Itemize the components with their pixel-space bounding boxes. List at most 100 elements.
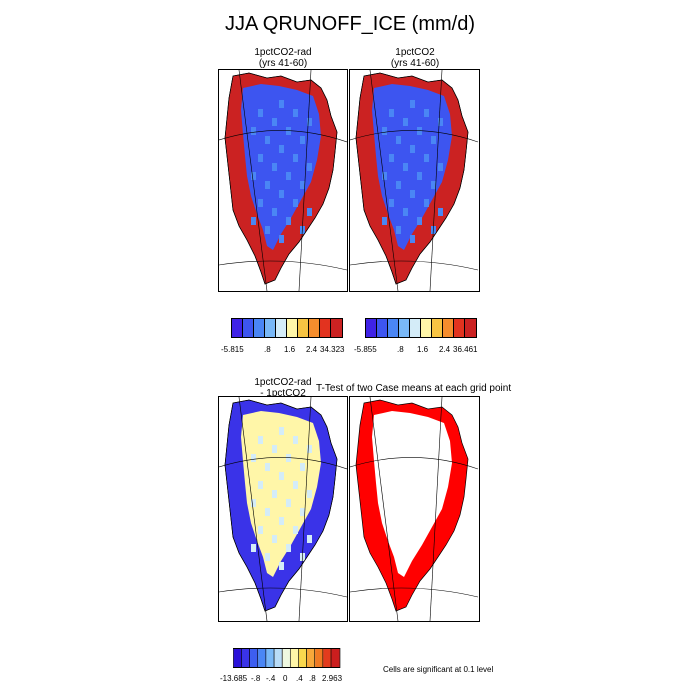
colorbar-3-swatch	[307, 649, 316, 667]
map-panel-1pctco2	[349, 69, 480, 292]
graticule	[219, 397, 347, 621]
grid-cells	[251, 427, 312, 570]
latitude-line	[219, 130, 347, 143]
grid-cell	[279, 472, 284, 480]
colorbar-2-swatch	[454, 319, 465, 337]
latitude-line	[350, 457, 479, 470]
panel-3-title: 1pctCO2-rad - 1pctCO2	[219, 377, 347, 399]
colorbar-2-swatch	[432, 319, 443, 337]
grid-cell	[307, 208, 312, 216]
grid-cells	[382, 100, 443, 243]
grid-cell	[417, 127, 422, 135]
grid-cell	[293, 199, 298, 207]
colorbar-2-swatch	[410, 319, 421, 337]
colorbar-3-label-3: 0	[283, 674, 288, 683]
graticule	[219, 70, 347, 291]
grid-cell	[272, 118, 277, 126]
colorbar-3-swatch	[233, 649, 242, 667]
ice-sheet-interior	[241, 84, 321, 250]
grid-cell	[286, 454, 291, 462]
grid-cell	[258, 154, 263, 162]
grid-cell	[258, 199, 263, 207]
colorbar-2-label-4: 36.461	[453, 345, 478, 354]
grid-cell	[279, 100, 284, 108]
colorbar-1-swatch	[232, 319, 243, 337]
grid-cell	[272, 490, 277, 498]
longitude-line	[298, 397, 312, 621]
ice-sheet-interior	[372, 84, 452, 250]
grid-cell	[403, 208, 408, 216]
grid-cell	[417, 172, 422, 180]
grid-cell	[438, 118, 443, 126]
longitude-line	[429, 397, 443, 621]
grid-cell	[389, 199, 394, 207]
grid-cell	[293, 154, 298, 162]
longitude-line	[429, 70, 443, 291]
grid-cell	[403, 118, 408, 126]
colorbar-2-label-2: 1.6	[417, 345, 429, 354]
colorbar-1-swatch	[287, 319, 298, 337]
latitude-line	[219, 457, 347, 470]
grid-cell	[286, 217, 291, 225]
grid-cell	[307, 163, 312, 171]
colorbar-2-swatches	[365, 318, 477, 338]
colorbar-3-label-1: -.8	[251, 674, 261, 683]
grid-cell	[279, 562, 284, 570]
grid-cell	[258, 481, 263, 489]
colorbar-3-label-4: .4	[296, 674, 303, 683]
colorbar-3-swatches	[233, 648, 341, 668]
grid-cell	[265, 508, 270, 516]
colorbar-3-swatch	[331, 649, 340, 667]
grid-cell	[265, 226, 270, 234]
longitude-line	[298, 70, 312, 291]
ice-sheet-interior	[241, 411, 321, 577]
graticule	[350, 397, 479, 621]
grid-cell	[279, 517, 284, 525]
grid-cell	[272, 208, 277, 216]
panel-3-title-line2: - 1pctCO2	[260, 388, 306, 399]
grid-cell	[251, 499, 256, 507]
grid-cell	[424, 199, 429, 207]
grid-cell	[265, 181, 270, 189]
colorbar-2	[365, 318, 477, 338]
colorbar-3-swatch	[250, 649, 259, 667]
map-panel-1pctco2-rad	[218, 69, 348, 292]
significance-note: Cells are significant at 0.1 level	[383, 665, 494, 674]
grid-cell	[286, 127, 291, 135]
grid-cell	[293, 481, 298, 489]
panel-4-title-line1: T-Test of two Case means at each grid po…	[316, 383, 512, 394]
grid-cell	[258, 109, 263, 117]
map-1pctco2	[350, 70, 479, 291]
colorbar-1-swatch	[331, 319, 342, 337]
grid-cell	[410, 190, 415, 198]
colorbar-2-swatch	[366, 319, 377, 337]
grid-cell	[396, 136, 401, 144]
grid-cell	[382, 127, 387, 135]
colorbar-1-swatch	[254, 319, 265, 337]
coastline	[355, 399, 469, 612]
grid-cell	[300, 463, 305, 471]
grid-cell	[424, 109, 429, 117]
latitude-line	[350, 587, 479, 598]
longitude-line	[238, 70, 268, 291]
colorbar-2-swatch	[443, 319, 454, 337]
colorbar-1-swatch	[309, 319, 320, 337]
map-difference	[219, 397, 347, 621]
grid-cell	[279, 235, 284, 243]
grid-cell	[279, 427, 284, 435]
graticule	[350, 70, 479, 291]
grid-cell	[431, 136, 436, 144]
colorbar-2-swatch	[388, 319, 399, 337]
colorbar-2-label-0: -5.855	[354, 345, 377, 354]
grid-cell	[417, 217, 422, 225]
panel-4-title: T-Test of two Case means at each grid po…	[316, 383, 536, 394]
grid-cell	[286, 544, 291, 552]
colorbar-1-swatch	[243, 319, 254, 337]
figure-title: JJA QRUNOFF_ICE (mm/d)	[224, 13, 475, 35]
grid-cell	[265, 553, 270, 561]
grid-cell	[438, 163, 443, 171]
colorbar-1-label-1: .8	[264, 345, 271, 354]
grid-cell	[286, 172, 291, 180]
colorbar-1-label-4: 34.323	[320, 345, 345, 354]
grid-cell	[438, 208, 443, 216]
